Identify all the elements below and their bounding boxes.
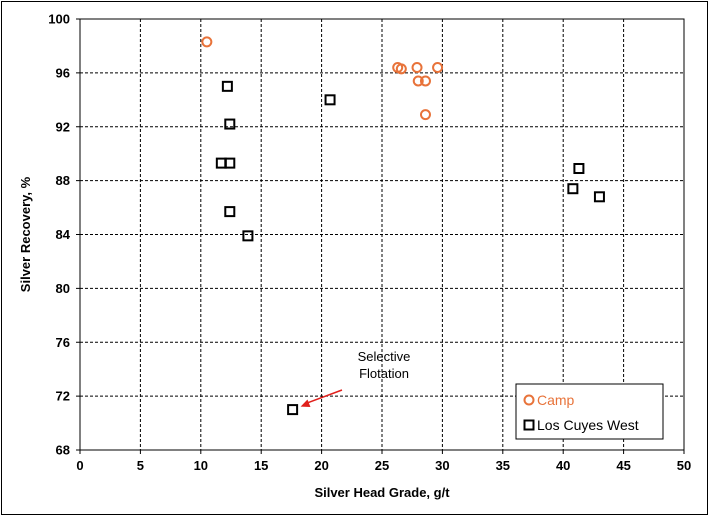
point-los-cuyes-west [593,191,605,203]
point-camp [432,61,444,73]
point-camp [419,109,431,121]
annotation-arrow-line [305,389,343,405]
x-tick-label: 5 [137,458,144,473]
point-los-cuyes-west [224,118,236,130]
y-tick-label: 84 [56,227,71,242]
y-tick-label: 96 [56,65,70,80]
legend-label-camp: Camp [537,392,575,408]
point-camp [411,61,423,73]
x-tick-label: 45 [616,458,630,473]
x-tick-label: 0 [76,458,83,473]
annotation-arrow-head [300,399,311,407]
grid-layer [80,19,684,450]
legend-marker-camp [523,394,535,406]
x-tick-label: 15 [254,458,268,473]
x-tick-label: 20 [314,458,328,473]
y-axis-title: Silver Recovery, % [18,176,33,292]
point-los-cuyes-west [242,230,254,242]
y-tick-label: 68 [56,443,70,458]
y-tick-label: 72 [56,389,70,404]
points-layer [201,36,605,416]
y-tick-label: 92 [56,119,70,134]
y-tick-label: 76 [56,335,70,350]
legend: Camp Los Cuyes West [515,383,664,440]
annotation-line-2: Flotation [359,366,409,381]
x-tick-label: 50 [677,458,691,473]
point-camp [412,75,424,87]
y-tick-label: 80 [56,281,70,296]
point-camp [395,63,407,75]
tick-layer: 0 5 10 15 20 25 30 35 40 45 50 68 72 76 80 84 88 92 96 100 [48,12,691,474]
x-tick-label: 25 [375,458,389,473]
point-camp [419,75,431,87]
annotation-line-1: Selective [358,349,411,364]
legend-box [515,383,664,440]
point-los-cuyes-west [224,157,236,169]
point-camp [201,36,213,48]
x-tick-label: 30 [435,458,449,473]
point-los-cuyes-west [324,94,336,106]
x-axis-title: Silver Head Grade, g/t [314,485,450,500]
legend-marker-los-cuyes-west [523,419,535,431]
annotation: Selective Flotation [300,349,411,407]
x-tick-label: 40 [556,458,570,473]
point-los-cuyes-west [287,404,299,416]
point-los-cuyes-west [573,163,585,175]
point-los-cuyes-west [224,206,236,218]
x-tick-label: 35 [496,458,510,473]
point-los-cuyes-west [221,80,233,92]
y-tick-label: 88 [56,173,70,188]
point-los-cuyes-west [567,183,579,195]
y-tick-label: 100 [48,12,70,27]
x-tick-label: 10 [194,458,208,473]
legend-label-los-cuyes-west: Los Cuyes West [537,417,639,433]
